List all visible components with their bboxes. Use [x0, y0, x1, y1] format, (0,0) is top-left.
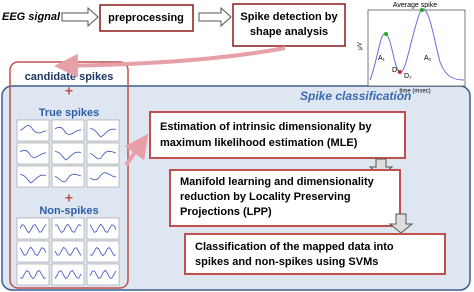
thumbnail — [51, 240, 85, 263]
panel-title: Spike classification — [300, 89, 411, 103]
true-spikes-label: True spikes — [39, 107, 100, 119]
thumbnail — [16, 217, 50, 240]
region-label: D₂ — [404, 73, 412, 80]
thumbnail — [86, 263, 120, 286]
thumbnail — [16, 165, 50, 188]
thumbnail — [86, 165, 120, 188]
thumbnail-curve — [89, 128, 117, 138]
step-box — [169, 169, 401, 227]
y-label: μV — [358, 42, 364, 49]
thumbnail-curve — [89, 247, 117, 257]
plus: + — [65, 190, 73, 206]
step-text: Projections (LPP) — [180, 206, 272, 218]
candidate-title: candidate spikes — [25, 71, 114, 83]
region-label: D₁ — [392, 67, 400, 74]
step-text: Estimation of intrinsic dimensionality b… — [160, 121, 372, 133]
step-box — [99, 4, 194, 32]
region-label: A₂ — [424, 55, 432, 62]
step-text: shape analysis — [250, 26, 328, 38]
thumbnail — [51, 142, 85, 165]
thumbnail — [16, 240, 50, 263]
thumbnail-curve — [89, 172, 117, 181]
thumbnails — [16, 119, 120, 286]
inset-chart: Average spike A₁ A₂ D₁ D₂ time (msec) μV — [358, 2, 466, 95]
point — [420, 8, 424, 12]
thumbnail-curve — [89, 269, 117, 280]
step-text: maximum likelihood estimation (MLE) — [160, 137, 358, 149]
thumbnail — [16, 119, 50, 142]
curved-arrow — [54, 46, 286, 78]
thumbnail — [86, 119, 120, 142]
step-text: Manifold learning and dimensionality — [180, 176, 375, 188]
step-box — [149, 111, 406, 159]
step-text: Spike detection by — [240, 11, 338, 23]
arrow — [124, 133, 149, 167]
thumbnail — [51, 263, 85, 286]
x-label: time (msec) — [399, 89, 430, 95]
thumbnail-curve — [19, 174, 47, 184]
thumbnail-curve — [54, 151, 82, 161]
thumbnail-curve — [19, 270, 47, 280]
arrow — [61, 6, 99, 28]
step-box — [232, 3, 346, 47]
arrow — [198, 6, 232, 28]
thumbnail-curve — [55, 223, 82, 234]
thumbnail-curve — [89, 150, 117, 160]
thumbnail-curve — [54, 246, 82, 257]
step-text: reduction by Locality Preserving — [180, 191, 351, 203]
step-box — [184, 233, 446, 275]
step-text: preprocessing — [108, 12, 184, 24]
thumbnail — [16, 142, 50, 165]
arrow — [388, 213, 414, 234]
inset-title: Average spike — [393, 2, 437, 9]
input-label: EEG signal — [2, 11, 61, 23]
thumbnail — [51, 217, 85, 240]
plus: + — [65, 83, 73, 99]
step-text: spikes and non-spikes using SVMs — [195, 256, 378, 268]
thumbnail — [86, 142, 120, 165]
thumbnail-curve — [54, 126, 82, 135]
thumbnail-curve — [19, 124, 47, 134]
point — [384, 32, 388, 36]
thumbnail — [16, 263, 50, 286]
thumbnail-curve — [19, 223, 47, 234]
thumbnail-curve — [54, 269, 82, 280]
thumbnail — [51, 165, 85, 188]
thumbnail-curve — [54, 173, 82, 183]
thumbnail — [86, 217, 120, 240]
region-label: A₁ — [378, 55, 386, 62]
thumbnail-curve — [89, 223, 117, 234]
thumbnail-curve — [19, 246, 47, 257]
thumbnail — [51, 119, 85, 142]
thumbnail — [86, 240, 120, 263]
non-spikes-label: Non-spikes — [39, 205, 98, 217]
point — [398, 70, 402, 74]
step-text: Classification of the mapped data into — [195, 241, 394, 253]
thumbnail-curve — [19, 149, 47, 158]
